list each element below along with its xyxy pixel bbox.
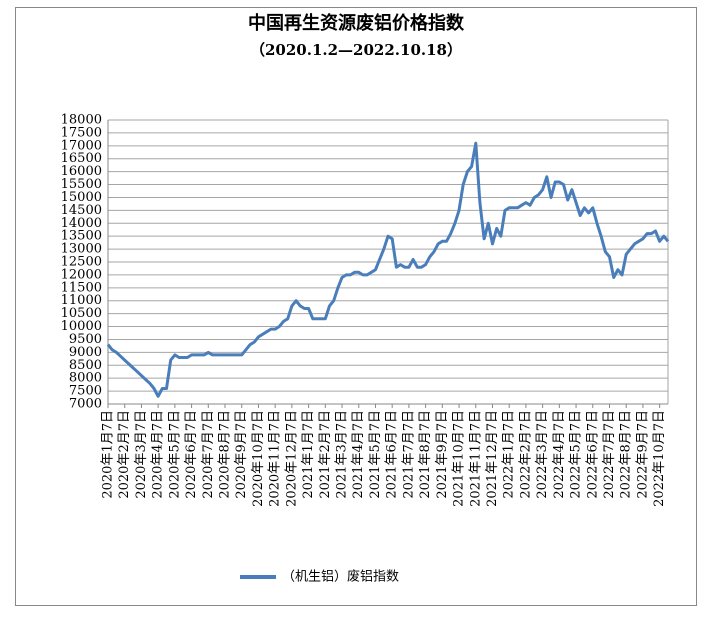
y-tick-label: 16000	[61, 164, 102, 179]
x-tick-label: 2021年6月7日	[385, 410, 400, 499]
x-tick-label: 2020年9月7日	[234, 410, 249, 499]
chart-title: 中国再生资源废铝价格指数	[248, 12, 465, 34]
y-tick-label: 15500	[61, 177, 102, 192]
y-tick-label: 10500	[61, 306, 102, 321]
y-tick-label: 9500	[69, 332, 102, 347]
x-tick-label: 2021年4月7日	[351, 410, 366, 499]
x-tick-label: 2021年2月7日	[318, 410, 333, 499]
y-tick-label: 12500	[61, 255, 102, 270]
x-tick-label: 2022年2月7日	[518, 410, 533, 499]
x-tick-label: 2021年11月7日	[468, 410, 483, 507]
x-tick-label: 2020年2月7日	[117, 410, 132, 499]
y-tick-label: 7000	[69, 397, 102, 412]
x-tick-label: 2020年7月7日	[201, 410, 216, 499]
y-tick-label: 18000	[61, 113, 102, 128]
x-tick-label: 2021年12月7日	[485, 410, 500, 507]
x-tick-label: 2021年3月7日	[335, 410, 350, 499]
x-tick-label: 2021年5月7日	[368, 410, 383, 499]
y-tick-label: 11500	[61, 280, 102, 295]
x-tick-label: 2021年1月7日	[301, 410, 316, 499]
y-tick-label: 10000	[61, 319, 102, 334]
x-tick-label: 2022年1月7日	[502, 410, 517, 499]
chart-border	[15, 7, 697, 606]
y-tick-label: 8000	[69, 371, 102, 386]
x-tick-label: 2020年12月7日	[284, 410, 299, 507]
x-tick-label: 2020年10月7日	[251, 410, 266, 507]
x-tick-label: 2022年6月7日	[585, 410, 600, 499]
x-tick-label: 2020年3月7日	[134, 410, 149, 499]
x-tick-label: 2020年8月7日	[218, 410, 233, 499]
y-tick-label: 14500	[61, 203, 102, 218]
y-tick-label: 8500	[69, 358, 102, 373]
y-tick-label: 11000	[61, 293, 102, 308]
x-tick-label: 2022年3月7日	[535, 410, 550, 499]
x-tick-label: 2020年6月7日	[184, 410, 199, 499]
y-tick-label: 9000	[69, 345, 102, 360]
x-tick-label: 2021年8月7日	[418, 410, 433, 499]
y-tick-label: 12000	[61, 267, 102, 282]
y-tick-label: 13000	[61, 242, 102, 257]
x-tick-label: 2022年8月7日	[619, 410, 634, 499]
x-tick-label: 2021年10月7日	[452, 410, 467, 507]
x-tick-label: 2022年10月7日	[652, 410, 667, 507]
x-tick-label: 2020年4月7日	[151, 410, 166, 499]
y-tick-label: 14000	[61, 216, 102, 231]
chart-subtitle: （2020.1.2—2022.10.18）	[250, 41, 462, 59]
y-tick-label: 17000	[61, 138, 102, 153]
x-tick-label: 2020年5月7日	[167, 410, 182, 499]
x-tick-label: 2022年4月7日	[552, 410, 567, 499]
y-tick-label: 7500	[69, 384, 102, 399]
x-tick-label: 2022年9月7日	[635, 410, 650, 499]
x-tick-label: 2020年1月7日	[101, 410, 116, 499]
x-tick-label: 2020年11月7日	[268, 410, 283, 507]
y-tick-label: 13500	[61, 229, 102, 244]
y-tick-label: 17500	[61, 125, 102, 140]
data-line	[106, 141, 670, 398]
x-tick-label: 2022年7月7日	[602, 410, 617, 499]
y-tick-label: 15000	[61, 190, 102, 205]
y-tick-label: 16500	[61, 151, 102, 166]
legend-label: （机生铝）废铝指数	[282, 569, 399, 585]
x-tick-label: 2022年5月7日	[569, 410, 584, 499]
x-tick-label: 2021年7月7日	[401, 410, 416, 499]
x-tick-label: 2021年9月7日	[435, 410, 450, 499]
